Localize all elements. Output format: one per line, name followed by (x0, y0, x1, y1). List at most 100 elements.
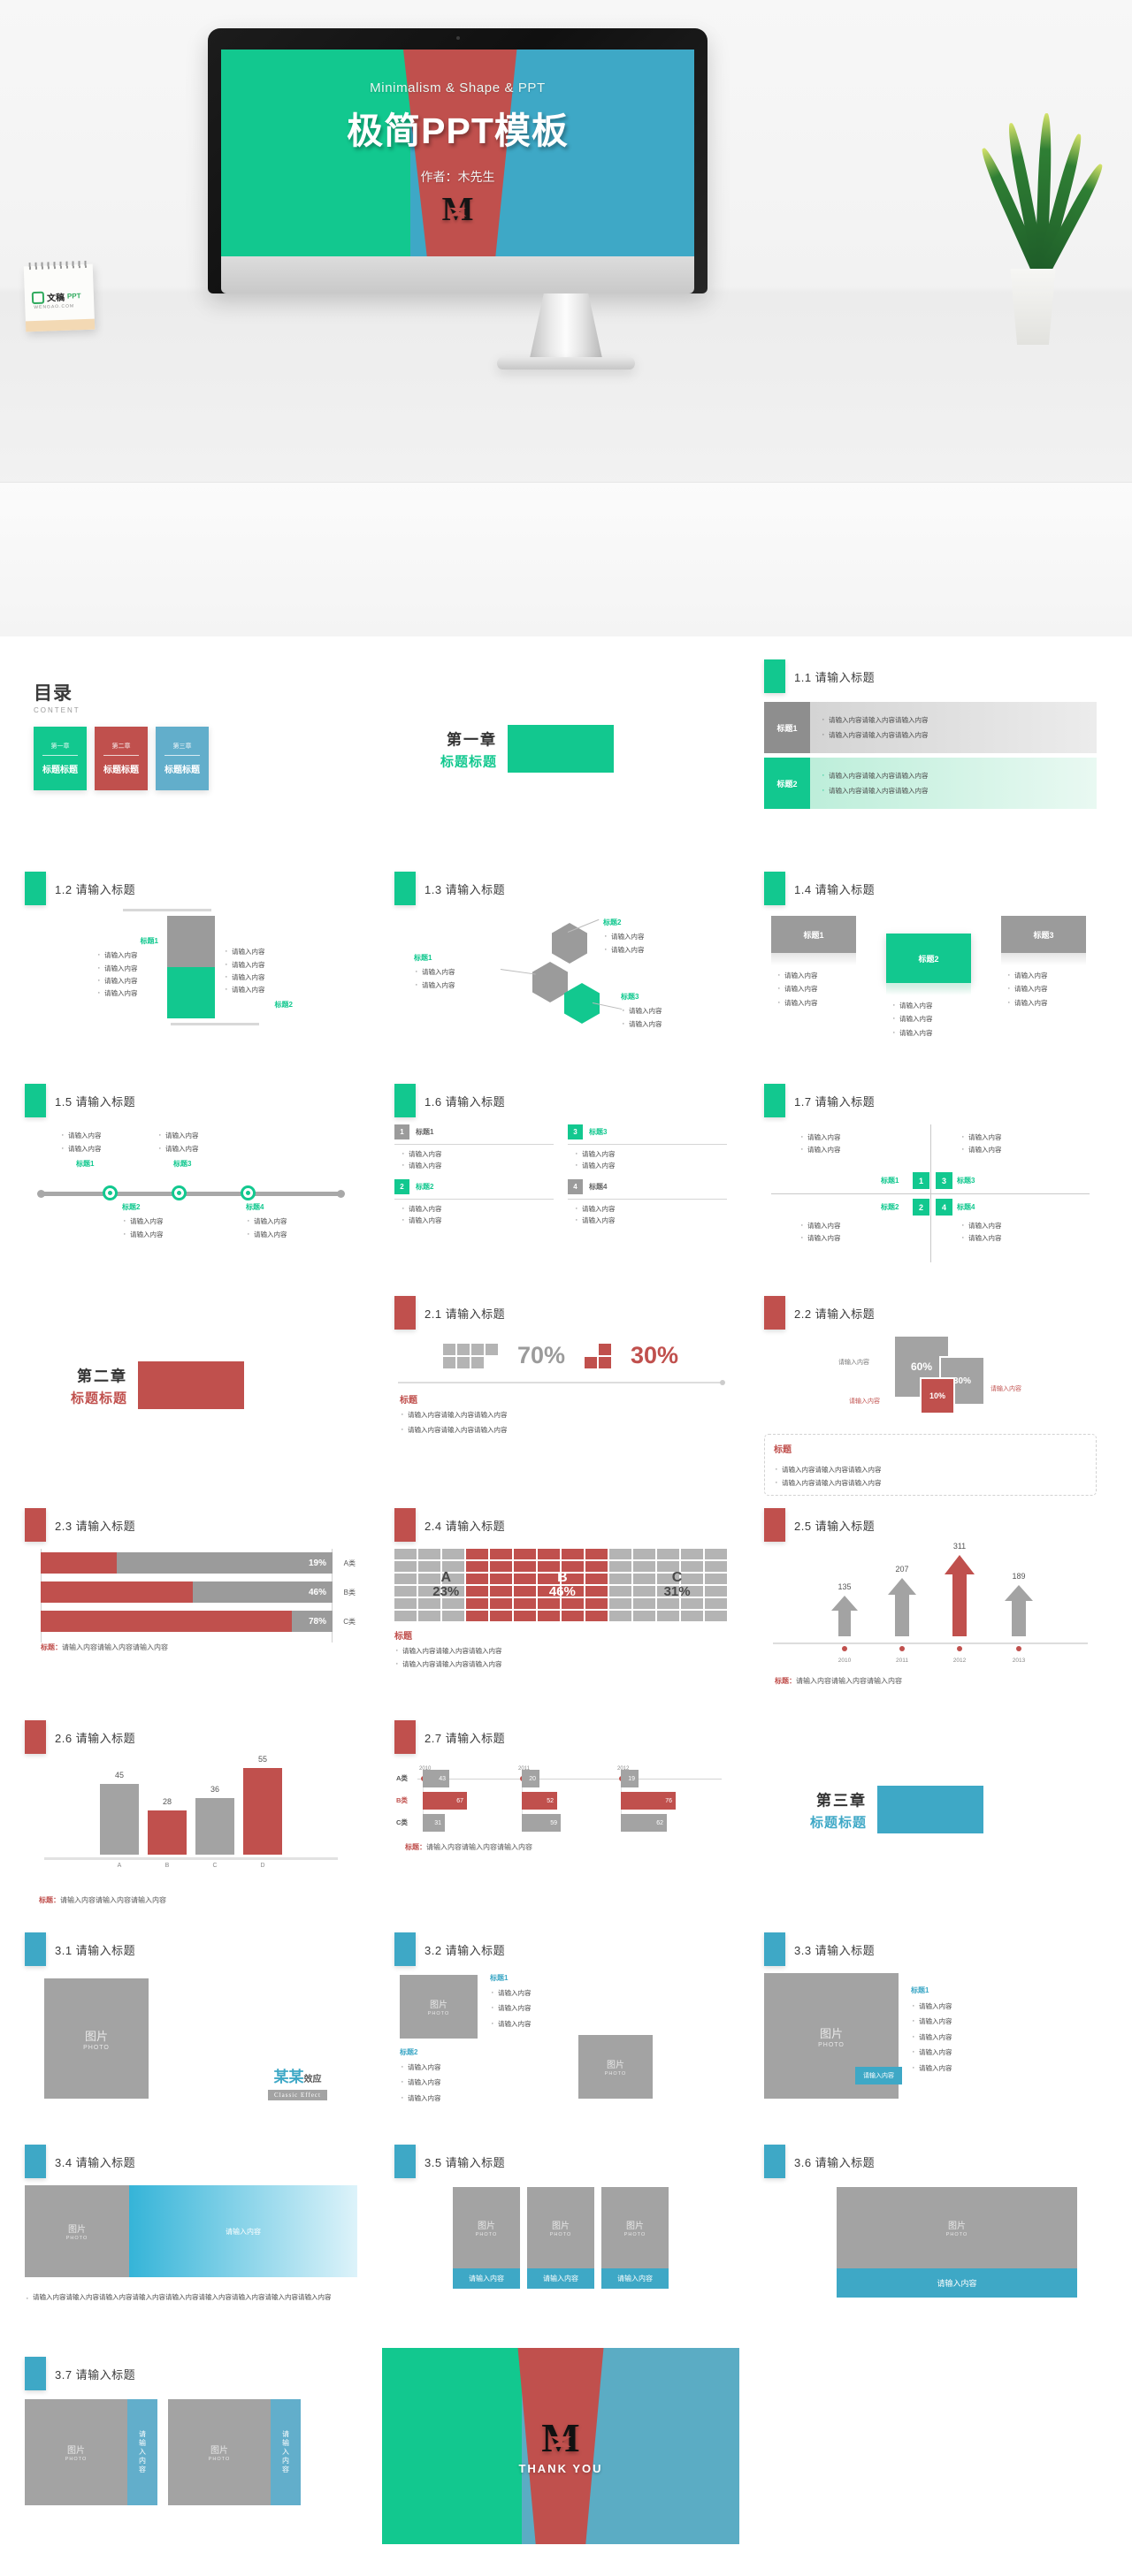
photo-badge[interactable]: 请输入内容 (855, 2067, 902, 2084)
chapter-name: 标题标题 (440, 754, 498, 770)
slide-cell[interactable]: 2.4 请输入标题 A 23% B 46% (382, 1499, 739, 1696)
quadrant-header: 2 标题2 (394, 1178, 554, 1194)
timeline-node[interactable] (172, 1185, 187, 1200)
arrow-year: 2012 (952, 1658, 967, 1664)
slide-cell[interactable]: M THANK YOU (382, 2348, 739, 2544)
column-3[interactable]: 标题3 请输入内容 请输入内容 请输入内容 (1001, 916, 1086, 1010)
photo-placeholder[interactable]: 图片 PHOTO (44, 1978, 149, 2099)
slide-cell[interactable]: 1.5 请输入标题 请输入内容 请输入内容 (12, 1075, 370, 1271)
mosaic-cell (705, 1549, 727, 1559)
mosaic-cell (466, 1561, 488, 1572)
quadrant-item[interactable]: 3 标题3 请输入内容 请输入内容 (568, 1124, 727, 1173)
bar-value: 19% (308, 1558, 326, 1568)
shadow-fade (886, 983, 971, 995)
mosaic-cell (657, 1611, 679, 1621)
photo-placeholder[interactable]: 图片 PHOTO (400, 1975, 478, 2039)
toc-card-list: 第一章 标题标题 第二章 标题标题 第三章 (34, 727, 357, 790)
footer-text: 请输入内容请输入内容请输入内容 (62, 1643, 168, 1651)
bar-c-2012: 62 (621, 1814, 667, 1832)
slide-cell[interactable]: 第一章 标题标题 (382, 651, 739, 847)
column-2[interactable]: 标题2 请输入内容 请输入内容 请输入内容 (886, 934, 971, 1040)
quadrant-body: 请输入内容 请输入内容 (394, 1203, 554, 1228)
slide-cell[interactable]: 2.7 请输入标题 2010 2011 2012 (382, 1711, 739, 1908)
timeline-node[interactable] (103, 1185, 118, 1200)
slide-cell[interactable]: 1.6 请输入标题 1 标题1 请输入内容 请输入内容 (382, 1075, 739, 1271)
photo-card[interactable]: 图片 PHOTO 请输入内容 (601, 2187, 669, 2289)
overlap-bar-chart: 60% 30% 10% 请输入内容 请输入内容 请输入内容 (764, 1335, 1097, 1427)
bar-segment-gray (167, 916, 215, 967)
photo-pair[interactable]: 图片 PHOTO 请输入内容 (168, 2399, 301, 2505)
slide-cell[interactable]: 1.1 请输入标题 标题1 请输入内容请输入内容请输入内容 请输入内容请输入内容… (752, 651, 1109, 847)
slide-cell[interactable]: 3.4 请输入标题 图片 PHOTO 请输入内容 请输入内容请输入内容请输入内容… (12, 2136, 370, 2332)
photo-placeholder[interactable]: 图片 PHOTO (25, 2185, 129, 2277)
webcam-icon (455, 36, 460, 40)
slide-cell[interactable]: 2.2 请输入标题 60% 30% 10% 请输入内容 请输入内容 请输入内容 … (752, 1287, 1109, 1496)
slide-3-2: 3.2 请输入标题 图片 PHOTO 标题1 请输入内容 请输入内容 (382, 1924, 739, 2120)
mosaic-cell (514, 1549, 536, 1559)
slide-cell[interactable]: 3.2 请输入标题 图片 PHOTO 标题1 请输入内容 请输入内容 (382, 1924, 739, 2120)
slide-cell[interactable]: 3.5 请输入标题 图片 PHOTO 请输入内容 图片 (382, 2136, 739, 2332)
photo-label-cn: 图片 (607, 2061, 624, 2070)
photo-placeholder[interactable]: 图片 PHOTO (578, 2035, 653, 2099)
grouped-bar-chart: 2010 2011 2012 A类 43 20 19 (394, 1766, 727, 1832)
gradient-panel[interactable]: 请输入内容 (129, 2185, 357, 2277)
toc-card-2[interactable]: 第二章 标题标题 (95, 727, 148, 790)
mosaic-cell (585, 1561, 608, 1572)
slide-cell[interactable]: 目录 CONTENT 第一章 标题标题 第二章 标题标题 (12, 651, 370, 847)
column-bar (195, 1798, 234, 1855)
chapter-text: 第一章 标题标题 (440, 728, 497, 771)
bar-rows: A类 43 20 19 B类 67 52 76 (396, 1770, 727, 1832)
slide-cell[interactable]: 1.7 请输入标题 1 3 2 4 标题1 标题3 标题2 标题4 (752, 1075, 1109, 1271)
slide-cell[interactable]: 2.6 请输入标题 45 A 28 B (12, 1711, 370, 1908)
panel-row[interactable]: 标题1 请输入内容请输入内容请输入内容 请输入内容请输入内容请输入内容 (764, 702, 1097, 753)
mosaic-cell (418, 1561, 440, 1572)
slide-cell[interactable]: 3.7 请输入标题 图片 PHOTO 请输入内容 图片 (12, 2348, 370, 2544)
slide-cell[interactable]: 2.3 请输入标题 19% A类 46% B类 (12, 1499, 370, 1696)
quadrant-item[interactable]: 1 标题1 请输入内容 请输入内容 (394, 1124, 554, 1173)
photo-pair[interactable]: 图片 PHOTO 请输入内容 (25, 2399, 157, 2505)
toc-card-3[interactable]: 第三章 标题标题 (156, 727, 209, 790)
divider (103, 755, 139, 756)
photo-placeholder[interactable]: 图片 PHOTO (837, 2187, 1077, 2268)
slide-cell[interactable]: 1.3 请输入标题 标题2 请输入内容 请输入内容 (382, 863, 739, 1059)
slide-cell[interactable]: 2.1 请输入标题 70% 30% 标题 (382, 1287, 739, 1483)
list-item: 请输入内容 (96, 949, 138, 962)
spiral-rings-icon (28, 260, 88, 271)
timeline-node[interactable] (241, 1185, 256, 1200)
toc-card-1[interactable]: 第一章 标题标题 (34, 727, 87, 790)
slide-cell[interactable]: 第二章 标题标题 (12, 1287, 370, 1483)
accent-tab (394, 1508, 416, 1542)
mosaic-cell (562, 1586, 584, 1597)
timeline-axis (417, 1779, 722, 1780)
slide-header: 2.2 请输入标题 (764, 1296, 1097, 1330)
photo-card[interactable]: 图片 PHOTO 请输入内容 (527, 2187, 594, 2289)
timeline-endcap (37, 1190, 45, 1198)
accent-tab (764, 872, 785, 905)
list-item: 请输入内容 (400, 2077, 506, 2089)
column-1[interactable]: 标题1 请输入内容 请输入内容 请输入内容 (771, 916, 856, 1010)
slide-cell[interactable]: 3.6 请输入标题 图片 PHOTO 请输入内容 (752, 2136, 1109, 2332)
divider (568, 1144, 727, 1145)
slide-header: 3.4 请输入标题 (25, 2145, 357, 2178)
percent-gray: 70% (516, 1342, 565, 1368)
bottom-rule (171, 1023, 259, 1025)
quadrant-item[interactable]: 4 标题4 请输入内容 请输入内容 (568, 1178, 727, 1227)
slide-cell[interactable]: 3.1 请输入标题 图片 PHOTO 某某效应 Classic Effect (12, 1924, 370, 2120)
slide-cell[interactable]: 1.4 请输入标题 标题1 请输入内容 请输入内容 请输入内容 (752, 863, 1109, 1059)
list-item: 请输入内容 (490, 1987, 605, 2000)
bar-category: C类 (343, 1617, 356, 1626)
quadrant-number: 1 (394, 1124, 409, 1139)
slide-cell[interactable]: 2.5 请输入标题 135 2010 207 (752, 1499, 1109, 1696)
slide-cell[interactable]: 1.2 请输入标题 标题1 请输入内容 请输入内容 请输入内容 请输入内容 (12, 863, 370, 1059)
footer-label: 标题： (775, 1677, 796, 1685)
list-item: 请输入内容请输入内容请输入内容 (821, 784, 1086, 796)
timeline-endcap (337, 1190, 345, 1198)
panel-list: 标题1 请输入内容请输入内容请输入内容 请输入内容请输入内容请输入内容 标题2 … (764, 702, 1097, 809)
list-item: 请输入内容 (1006, 970, 1081, 982)
m-logo-icon: M (442, 193, 474, 226)
panel-row[interactable]: 标题2 请输入内容请输入内容请输入内容 请输入内容请输入内容请输入内容 (764, 758, 1097, 809)
slide-cell[interactable]: 第三章 标题标题 (752, 1711, 1109, 1908)
slide-cell[interactable]: 3.3 请输入标题 图片 PHOTO 请输入内容 标题1 (752, 1924, 1109, 2120)
photo-card[interactable]: 图片 PHOTO 请输入内容 (453, 2187, 520, 2289)
quadrant-item[interactable]: 2 标题2 请输入内容 请输入内容 (394, 1178, 554, 1228)
